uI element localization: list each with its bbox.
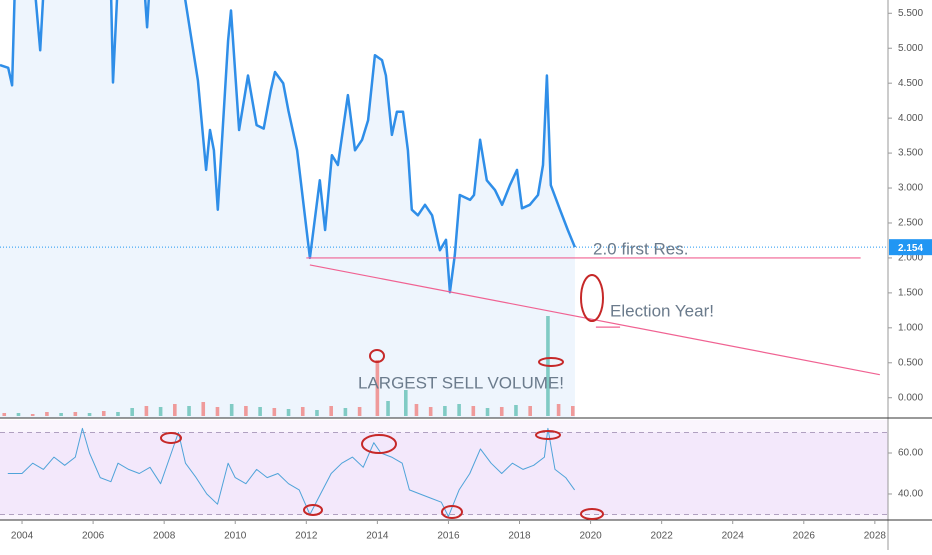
y-tick-label: 3.000 (898, 183, 923, 194)
volume-bar (386, 401, 390, 416)
drawn-circle (160, 432, 182, 444)
last-price-label: 2.154 (898, 243, 923, 254)
annotation: 2.0 first Res. (593, 239, 688, 258)
volume-bar (30, 414, 35, 416)
volume-bar (144, 406, 149, 416)
volume-bar (528, 406, 532, 416)
y-tick-label: 0.000 (898, 392, 923, 403)
y-tick-label: 1.000 (898, 322, 923, 333)
volume-bar (471, 406, 476, 416)
volume-bar (375, 360, 380, 416)
volume-bar (158, 407, 163, 416)
y-tick-label: 5.000 (898, 43, 923, 54)
volume-bar (73, 412, 78, 416)
rsi-band (0, 432, 888, 515)
drawn-circle (441, 505, 463, 519)
y-tick-label: 60.00 (898, 448, 923, 459)
volume-bar (201, 402, 206, 416)
volume-bar (87, 413, 92, 416)
y-tick-label: 2.000 (898, 253, 923, 264)
volume-bar (457, 404, 461, 416)
x-tick-label: 2028 (864, 531, 887, 542)
volume-bar (514, 405, 518, 416)
y-tick-label: 4.500 (898, 78, 923, 89)
drawn-circle (535, 430, 561, 440)
y-tick-label: 1.500 (898, 288, 923, 299)
annotation: LARGEST SELL VOLUME! (358, 373, 564, 392)
x-tick-label: 2016 (437, 531, 460, 542)
y-tick-label: 2.500 (898, 218, 923, 229)
volume-bar (404, 390, 408, 416)
volume-bar (258, 407, 262, 416)
volume-bar (343, 408, 348, 416)
drawings (160, 274, 604, 520)
volume-bar (443, 406, 447, 416)
y-tick-label: 40.00 (898, 489, 923, 500)
y-tick-label: 3.500 (898, 148, 923, 159)
drawn-circle (369, 349, 385, 363)
y-tick-label: 5.500 (898, 8, 923, 19)
drawn-circle (361, 434, 397, 454)
volume-bar (272, 408, 277, 416)
x-tick-label: 2020 (579, 531, 602, 542)
drawn-circle (580, 508, 604, 520)
volume-bar (300, 407, 305, 416)
series-line (0, 0, 577, 294)
y-tick-label: 4.000 (898, 113, 923, 124)
volume-bar (244, 406, 248, 416)
volume-bar (499, 407, 504, 416)
x-tick-label: 2012 (295, 531, 318, 542)
volume-bar (187, 406, 191, 416)
x-tick-label: 2018 (508, 531, 531, 542)
drawn-circle (538, 357, 564, 367)
volume-bar (414, 404, 419, 416)
x-tick-label: 2024 (722, 531, 745, 542)
volume-bar (556, 404, 561, 416)
x-tick-label: 2026 (793, 531, 816, 542)
annotation: Election Year! (610, 301, 714, 320)
volume-bar (229, 404, 234, 416)
x-tick-label: 2014 (366, 531, 389, 542)
volume-bar (315, 410, 319, 416)
volume-bar (45, 412, 49, 416)
volume-bar (59, 413, 63, 416)
volume-bar (101, 411, 106, 416)
drawn-circle (580, 274, 604, 322)
volume-bar (116, 412, 120, 416)
x-tick-label: 2004 (11, 531, 34, 542)
y-tick-label: 0.500 (898, 357, 923, 368)
volume-bar (485, 408, 490, 416)
price-area (0, 0, 575, 418)
x-tick-label: 2010 (224, 531, 247, 542)
x-tick-label: 2022 (651, 531, 674, 542)
volume-bar (286, 409, 291, 416)
last-price-box (889, 239, 932, 256)
rsi-pane (0, 420, 888, 520)
volume-bar (357, 407, 362, 416)
volume-bar (329, 406, 333, 416)
volume-bar (571, 406, 575, 416)
volume-bar (130, 408, 134, 416)
volume-bar (428, 407, 433, 416)
x-tick-label: 2006 (82, 531, 105, 542)
volume-bar (215, 407, 220, 416)
volume-bar (173, 404, 177, 416)
volume-bar (2, 413, 7, 416)
drawn-circle (303, 504, 323, 516)
volume-bar (16, 413, 21, 416)
x-tick-label: 2008 (153, 531, 176, 542)
series-line (7, 427, 576, 517)
